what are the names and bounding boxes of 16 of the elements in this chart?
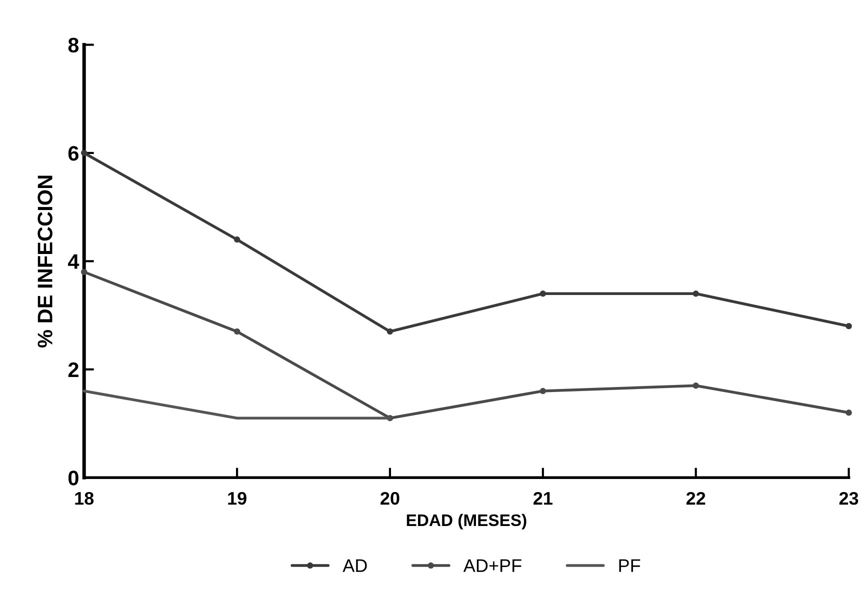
y-tick-label: 6: [68, 146, 78, 161]
y-axis-title: % DE INFECCION: [38, 176, 52, 348]
x-tick-label: 18: [75, 492, 94, 505]
x-axis-title: EDAD (MESES): [406, 514, 526, 530]
x-tick-label: 22: [686, 492, 706, 505]
y-tick-label: 2: [68, 362, 78, 377]
legend-label: AD: [342, 559, 367, 572]
y-tick-label: 4: [68, 254, 80, 269]
x-tick-label: 23: [839, 492, 858, 505]
x-tick-label: 19: [228, 492, 246, 505]
x-tick-label: 20: [380, 492, 400, 505]
y-tick-label: 8: [68, 38, 79, 53]
x-tick-label: 21: [534, 492, 552, 505]
legend-label: AD+PF: [463, 559, 522, 572]
legend-label: PF: [619, 559, 640, 572]
y-tick-label: 0: [68, 470, 78, 486]
